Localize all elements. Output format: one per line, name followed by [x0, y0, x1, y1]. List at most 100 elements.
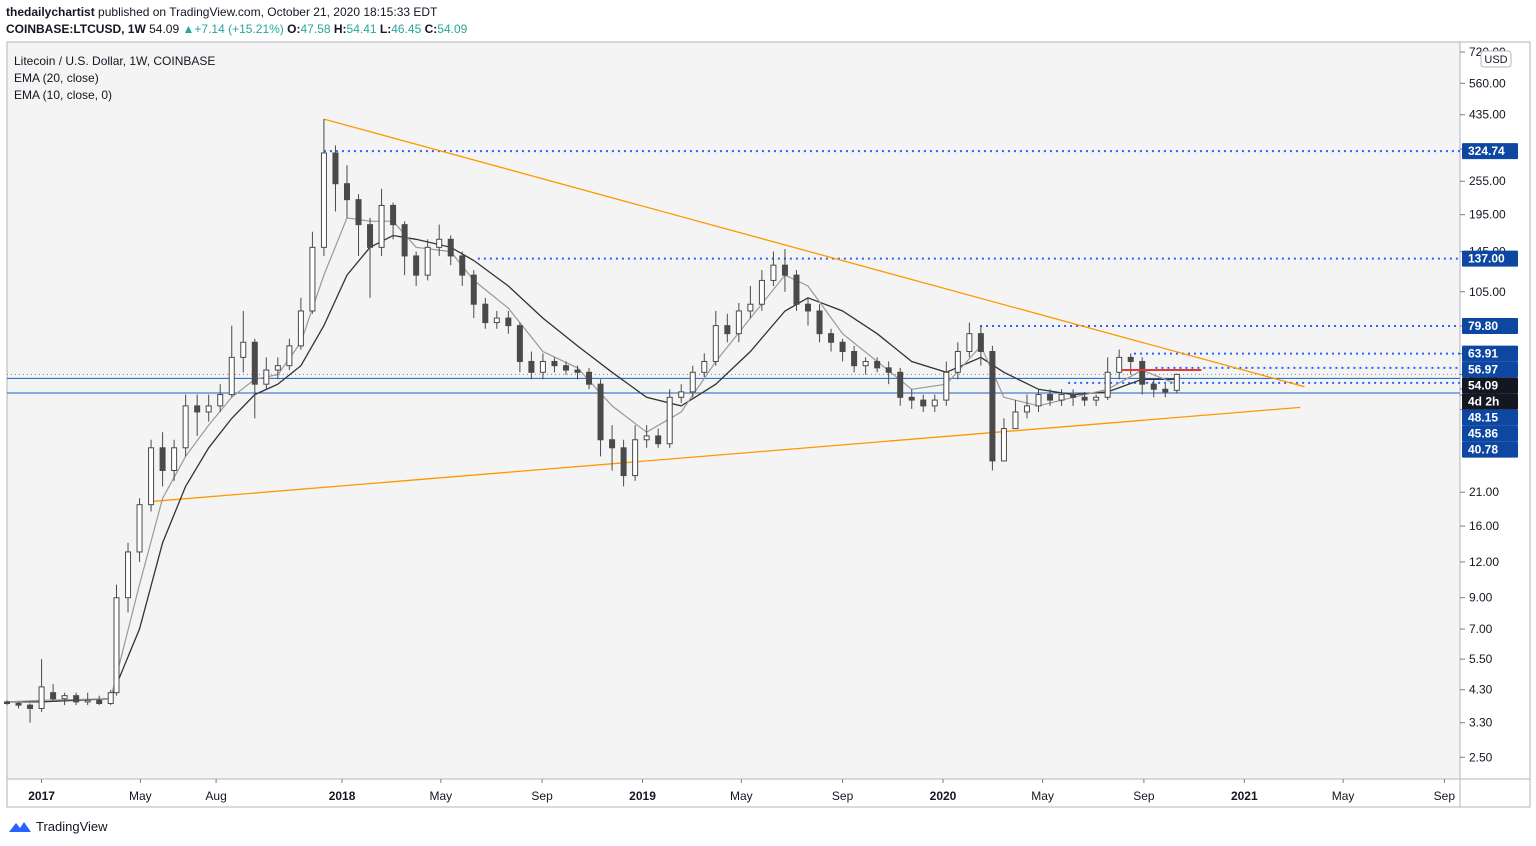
candle-body	[309, 246, 316, 312]
x-tick-label: May	[1031, 789, 1054, 803]
footer-brand[interactable]: TradingView	[8, 819, 108, 834]
candle-body	[107, 692, 114, 705]
x-tick-label: 2019	[629, 789, 656, 803]
candle-body	[943, 371, 950, 401]
candle-body	[84, 699, 91, 703]
candle-body	[1070, 394, 1077, 398]
price-label: 48.15	[1462, 409, 1518, 426]
candle-body	[274, 365, 281, 371]
candle-body	[724, 325, 731, 335]
candle-body	[655, 435, 662, 445]
price-label-bg	[1462, 361, 1518, 378]
candle-body	[470, 274, 477, 305]
candle-body	[977, 333, 984, 352]
candle-body	[113, 597, 120, 694]
symbol-label: COINBASE:LTCUSD, 1W	[6, 22, 146, 36]
price-label-text: 45.86	[1468, 427, 1498, 441]
candle-body	[251, 341, 258, 385]
ohlc-header: COINBASE:LTCUSD, 1W 54.09 ▲+7.14 (+15.21…	[6, 22, 467, 36]
price-label-text: 79.80	[1468, 319, 1498, 333]
countdown-label: 4d 2h	[1462, 393, 1518, 410]
trendline	[151, 406, 1301, 503]
candle-body	[228, 356, 235, 396]
last-price: 54.09	[149, 22, 180, 36]
candle-body	[378, 204, 385, 248]
candle-body	[539, 360, 546, 373]
legend-title: Litecoin / U.S. Dollar, 1W, COINBASE	[14, 54, 216, 68]
x-tick-label: Sep	[832, 789, 854, 803]
candle-body	[73, 695, 80, 703]
brand-name: TradingView	[36, 819, 108, 834]
candle-body	[666, 396, 673, 445]
candle-body	[1058, 394, 1065, 401]
price-label-text: 40.78	[1468, 443, 1498, 457]
y-tick-label: 105.00	[1469, 285, 1506, 299]
low-value: 46.45	[391, 22, 422, 36]
candle-body	[1012, 411, 1019, 430]
close-value: 54.09	[437, 22, 468, 36]
price-label-bg	[1462, 345, 1518, 362]
candle-body	[96, 699, 103, 705]
candle-body	[874, 360, 881, 369]
candle-body	[1127, 356, 1134, 362]
candle-body	[701, 360, 708, 373]
candle-body	[447, 238, 454, 257]
y-tick-label: 16.00	[1469, 519, 1499, 533]
candle-body	[171, 447, 178, 472]
y-tick-label: 560.00	[1469, 76, 1506, 90]
candle-body	[1035, 394, 1042, 407]
chart-frame	[6, 41, 1531, 808]
x-tick-label: 2018	[329, 789, 356, 803]
low-label: L:	[379, 22, 392, 36]
y-tick-label: 2.50	[1469, 750, 1493, 764]
candle-body	[597, 383, 604, 441]
candle-body	[908, 396, 915, 401]
candle-body	[136, 504, 143, 553]
candle-body	[125, 551, 132, 599]
candle-body	[50, 692, 57, 700]
x-tick-label: Sep	[531, 789, 553, 803]
x-tick-label: 2017	[28, 789, 55, 803]
candle-body	[205, 405, 212, 413]
candle-body	[1047, 394, 1054, 401]
candle-body	[390, 204, 397, 226]
candle-body	[747, 303, 754, 312]
candle-body	[4, 701, 10, 705]
close-label: C:	[424, 22, 438, 36]
candle-body	[839, 341, 846, 352]
candle-body	[897, 371, 904, 398]
price-label-text: 63.91	[1468, 347, 1498, 361]
price-label: 137.00	[1462, 250, 1518, 267]
publisher-name: thedailychartist	[6, 5, 95, 19]
price-label-text: 56.97	[1468, 363, 1498, 377]
candle-body	[1173, 373, 1180, 391]
candle-body	[15, 703, 22, 706]
candle-body	[320, 152, 327, 248]
y-tick-label: 4.30	[1469, 683, 1493, 697]
candle-body	[1104, 371, 1111, 398]
ema10-line	[6, 217, 1178, 703]
candle-body	[343, 183, 350, 201]
candle-body	[332, 152, 339, 185]
candle-body	[562, 365, 569, 371]
candle-body	[1093, 396, 1100, 401]
candle-body	[989, 350, 996, 462]
candle-body	[770, 264, 777, 281]
x-tick-label: May	[129, 789, 152, 803]
candle-body	[620, 447, 627, 477]
candle-body	[1116, 356, 1123, 373]
price-label-bg	[1462, 143, 1518, 160]
x-tick-label: Sep	[1133, 789, 1155, 803]
high-label: H:	[333, 22, 347, 36]
candle-body	[1000, 428, 1007, 462]
candle-body	[194, 405, 201, 413]
price-label-bg	[1462, 441, 1518, 458]
candle-body	[38, 686, 45, 709]
candle-body	[1150, 383, 1157, 390]
price-label-bg	[1462, 425, 1518, 442]
candle-body	[885, 367, 892, 373]
legend-ema10: EMA (10, close, 0)	[14, 88, 113, 102]
candle-body	[240, 341, 247, 358]
candle-body	[920, 399, 927, 407]
